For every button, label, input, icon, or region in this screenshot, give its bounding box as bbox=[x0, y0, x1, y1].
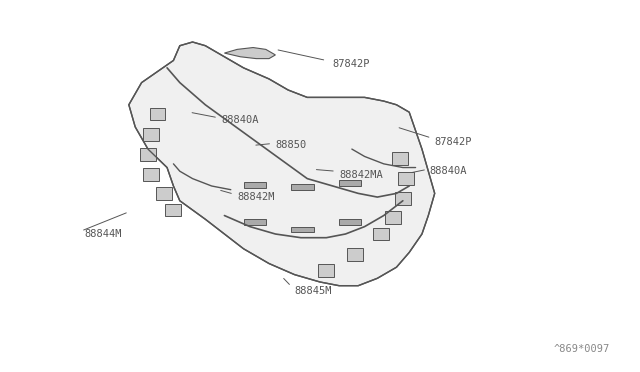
Text: ^869*0097: ^869*0097 bbox=[554, 344, 610, 354]
FancyBboxPatch shape bbox=[319, 264, 334, 278]
Polygon shape bbox=[291, 184, 314, 190]
Text: 88850: 88850 bbox=[275, 140, 307, 150]
Polygon shape bbox=[129, 42, 435, 286]
Polygon shape bbox=[339, 180, 362, 186]
Polygon shape bbox=[244, 219, 266, 225]
FancyBboxPatch shape bbox=[156, 187, 172, 200]
Polygon shape bbox=[244, 182, 266, 188]
Polygon shape bbox=[225, 48, 275, 59]
Text: 88842MA: 88842MA bbox=[339, 170, 383, 180]
FancyBboxPatch shape bbox=[140, 148, 156, 161]
Text: 87842P: 87842P bbox=[435, 137, 472, 147]
FancyBboxPatch shape bbox=[150, 108, 166, 121]
Text: 88840A: 88840A bbox=[221, 115, 259, 125]
Text: 88844M: 88844M bbox=[84, 229, 122, 239]
Text: 88845M: 88845M bbox=[294, 286, 332, 296]
FancyBboxPatch shape bbox=[385, 211, 401, 224]
FancyBboxPatch shape bbox=[398, 172, 414, 185]
FancyBboxPatch shape bbox=[395, 192, 411, 205]
Polygon shape bbox=[339, 219, 362, 225]
Polygon shape bbox=[291, 227, 314, 232]
Text: 88842M: 88842M bbox=[237, 192, 275, 202]
FancyBboxPatch shape bbox=[392, 152, 408, 165]
Text: 87842P: 87842P bbox=[333, 59, 371, 69]
FancyBboxPatch shape bbox=[143, 128, 159, 141]
FancyBboxPatch shape bbox=[347, 248, 363, 261]
Text: 88840A: 88840A bbox=[429, 166, 467, 176]
FancyBboxPatch shape bbox=[166, 203, 181, 217]
FancyBboxPatch shape bbox=[143, 169, 159, 182]
FancyBboxPatch shape bbox=[372, 228, 388, 240]
